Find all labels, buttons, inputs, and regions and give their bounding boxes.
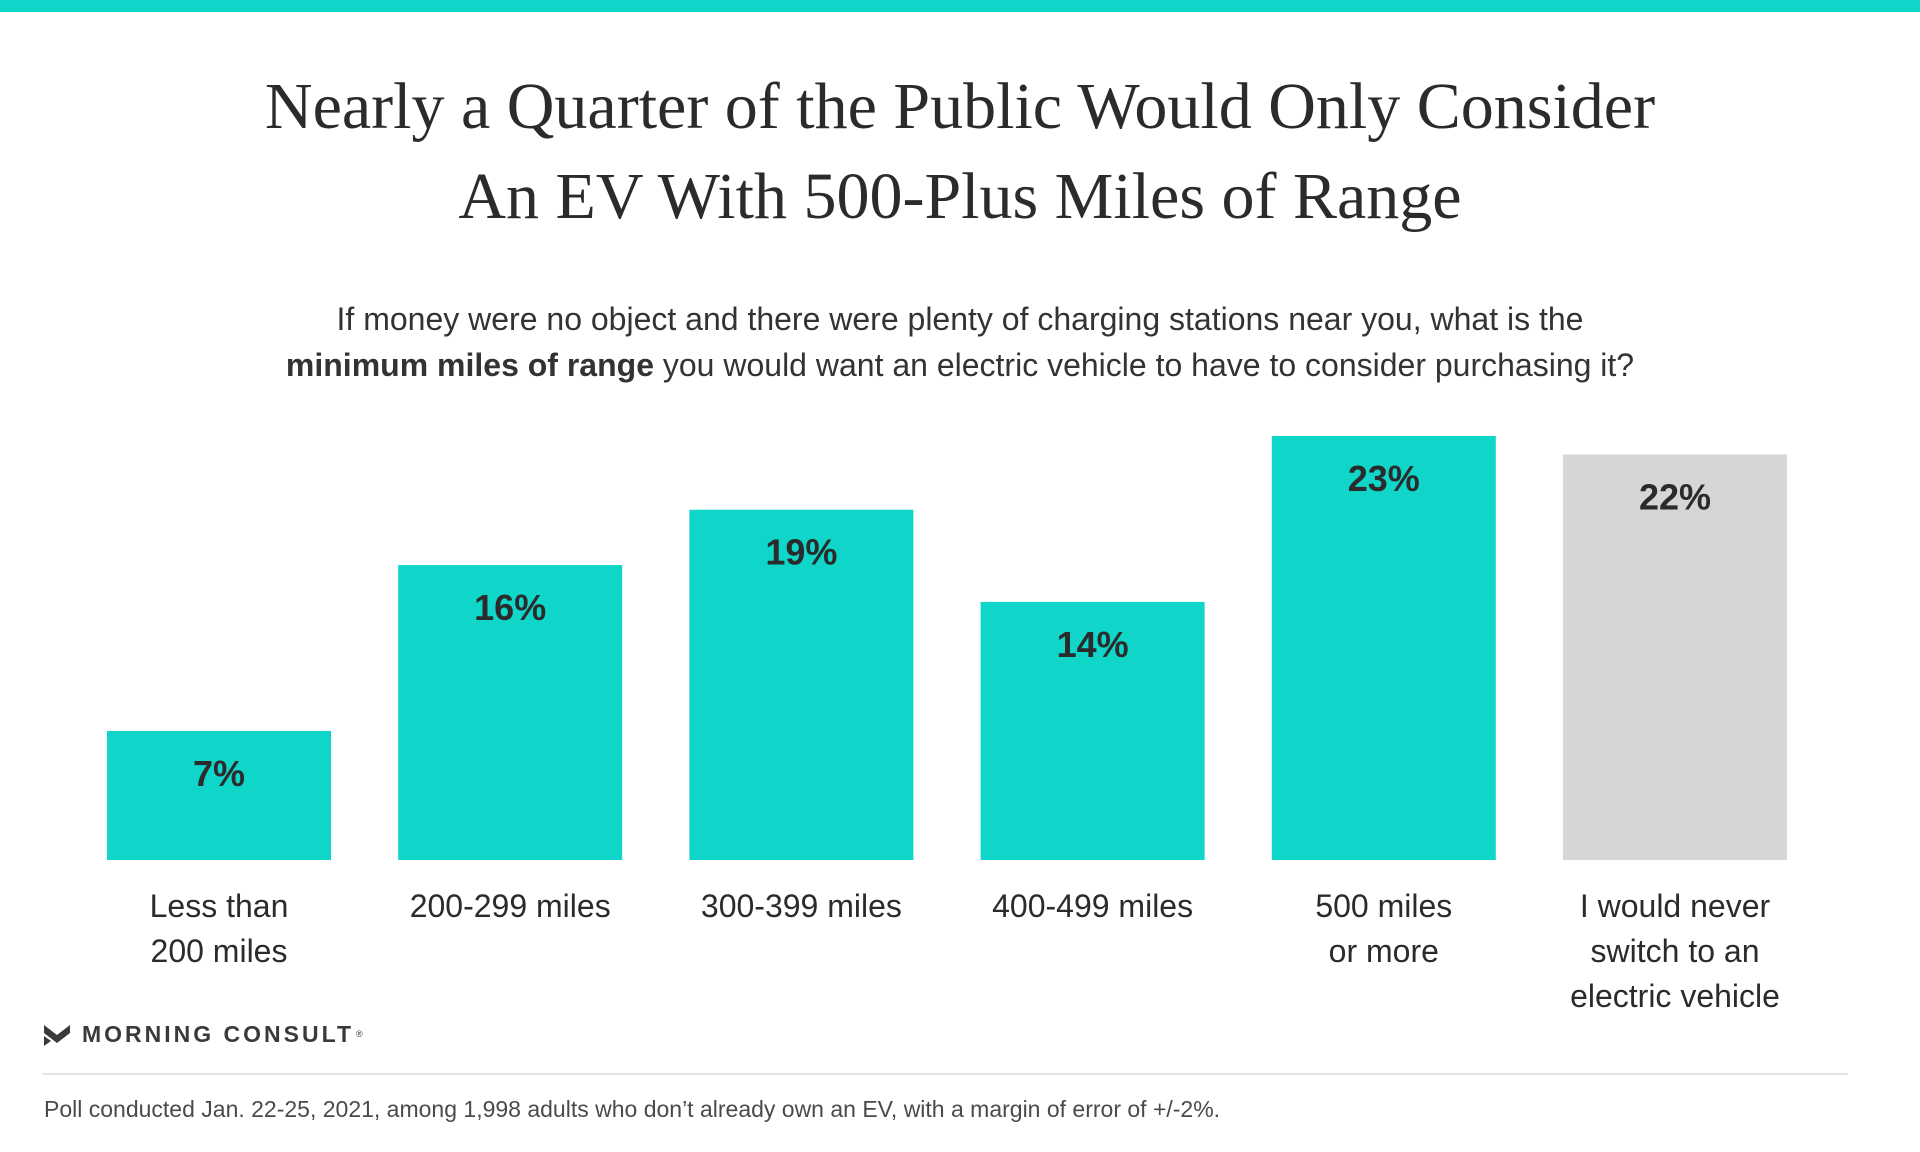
- footer-divider: [42, 1073, 1848, 1075]
- category-label-0-line-1: 200 miles: [151, 933, 288, 969]
- category-label-0: Less than 200 miles: [150, 888, 289, 969]
- data-label-4: 23%: [1348, 458, 1420, 499]
- bar-chart: 7% Less than 200 miles 16% 200-299 miles 19% 3…: [107, 436, 1787, 1014]
- survey-question: If money were no object and there were p…: [160, 296, 1760, 388]
- category-label-5-line-1: switch to an: [1591, 933, 1760, 969]
- bar-1: [398, 565, 623, 860]
- question-rest: you would want an electric vehicle to ha…: [653, 347, 1635, 383]
- category-label-4-line-1: or more: [1329, 933, 1439, 969]
- category-label-2-line-0: 300-399 miles: [701, 888, 902, 924]
- title-line-2: An EV With 500-Plus Miles of Range: [458, 160, 1462, 233]
- question-emphasis: minimum miles of range: [285, 347, 654, 383]
- category-label-1: 200-299 miles: [410, 888, 611, 924]
- category-label-5-line-0: I would never: [1580, 888, 1771, 924]
- category-label-5-line-2: electric vehicle: [1570, 978, 1780, 1014]
- page-title: Nearly a Quarter of the Public Would Onl…: [0, 62, 1920, 242]
- data-label-1: 16%: [474, 587, 546, 628]
- morning-consult-m-icon: [44, 1025, 70, 1046]
- category-label-4: 500 miles or more: [1315, 888, 1452, 969]
- data-label-0: 7%: [193, 753, 245, 794]
- bar-2: [689, 509, 914, 860]
- bar-0: [107, 730, 331, 860]
- data-label-5: 22%: [1639, 476, 1711, 517]
- title-line-1: Nearly a Quarter of the Public Would Onl…: [264, 70, 1656, 143]
- category-label-3-line-0: 400-499 miles: [992, 888, 1193, 924]
- bar-4: [1271, 436, 1496, 860]
- brand-logo: MORNING CONSULT ®: [42, 1018, 363, 1050]
- category-label-2: 300-399 miles: [701, 888, 902, 924]
- data-label-3: 14%: [1057, 624, 1129, 665]
- poll-footnote: Poll conducted Jan. 22-25, 2021, among 1…: [44, 1096, 1221, 1122]
- brand-name: MORNING CONSULT: [82, 1020, 355, 1047]
- data-label-2: 19%: [765, 532, 837, 573]
- category-label-4-line-0: 500 miles: [1315, 888, 1452, 924]
- brand-registered-mark: ®: [356, 1029, 363, 1039]
- top-accent-bar: [0, 0, 1920, 12]
- category-label-1-line-0: 200-299 miles: [410, 888, 611, 924]
- bar-3: [980, 601, 1205, 860]
- question-line-2: minimum miles of range you would want an…: [160, 342, 1760, 388]
- bar-5: [1563, 454, 1787, 860]
- category-label-0-line-0: Less than: [150, 888, 289, 924]
- question-line-1: If money were no object and there were p…: [336, 301, 1584, 337]
- category-label-3: 400-499 miles: [992, 888, 1193, 924]
- category-label-5: I would never switch to an electric vehicl…: [1570, 888, 1780, 1014]
